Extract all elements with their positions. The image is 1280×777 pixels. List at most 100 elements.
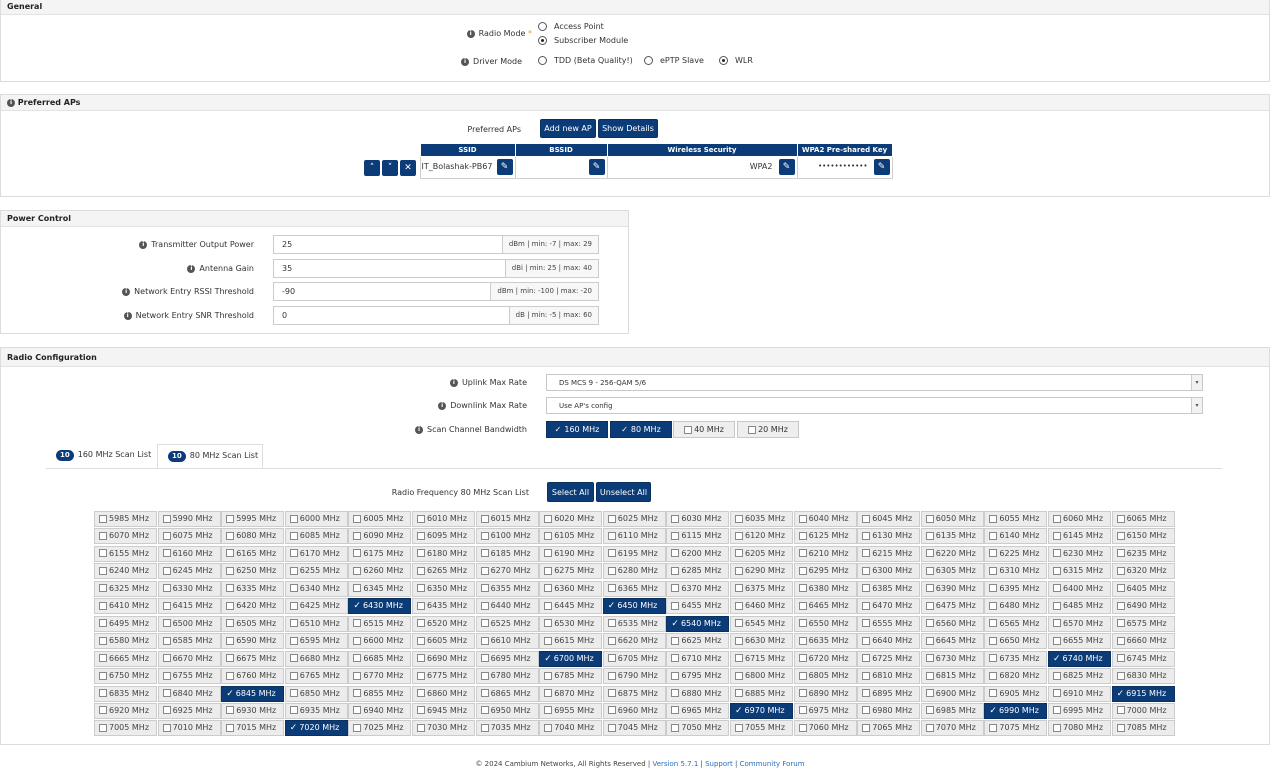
freq-6130[interactable]: 6130 MHz bbox=[857, 528, 921, 545]
freq-6600[interactable]: 6600 MHz bbox=[348, 633, 412, 650]
freq-6345[interactable]: 6345 MHz bbox=[348, 580, 412, 597]
freq-6215[interactable]: 6215 MHz bbox=[857, 545, 921, 562]
freq-6055[interactable]: 6055 MHz bbox=[984, 511, 1048, 527]
freq-7005[interactable]: 7005 MHz bbox=[94, 720, 157, 737]
pencil-icon[interactable]: ✎ bbox=[778, 159, 795, 175]
freq-6395[interactable]: 6395 MHz bbox=[984, 580, 1048, 597]
freq-7040[interactable]: 7040 MHz bbox=[539, 720, 603, 737]
freq-7010[interactable]: 7010 MHz bbox=[157, 720, 221, 737]
close-icon[interactable]: ✕ bbox=[400, 159, 416, 176]
freq-6725[interactable]: 6725 MHz bbox=[857, 650, 921, 667]
bandwidth-80-mhz[interactable]: ✓ 80 MHz bbox=[610, 421, 672, 438]
freq-6250[interactable]: 6250 MHz bbox=[221, 563, 285, 580]
freq-6860[interactable]: 6860 MHz bbox=[412, 685, 475, 702]
tab-80-scan-list[interactable]: 10 80 MHz Scan List bbox=[157, 444, 263, 468]
freq-6010[interactable]: 6010 MHz bbox=[412, 511, 475, 527]
freq-6560[interactable]: 6560 MHz bbox=[920, 615, 984, 632]
freq-6540[interactable]: ✓ 6540 MHz bbox=[666, 615, 730, 632]
freq-6745[interactable]: 6745 MHz bbox=[1111, 650, 1175, 667]
freq-6875[interactable]: 6875 MHz bbox=[602, 685, 666, 702]
freq-6610[interactable]: 6610 MHz bbox=[475, 633, 539, 650]
freq-6515[interactable]: 6515 MHz bbox=[348, 615, 412, 632]
freq-6495[interactable]: 6495 MHz bbox=[94, 615, 157, 632]
freq-6275[interactable]: 6275 MHz bbox=[539, 563, 603, 580]
freq-6805[interactable]: 6805 MHz bbox=[793, 668, 857, 685]
freq-6945[interactable]: 6945 MHz bbox=[412, 702, 475, 719]
freq-6780[interactable]: 6780 MHz bbox=[475, 668, 539, 685]
freq-5995[interactable]: 5995 MHz bbox=[221, 511, 285, 527]
freq-7050[interactable]: 7050 MHz bbox=[666, 720, 730, 737]
support-link[interactable]: Support bbox=[705, 760, 733, 768]
freq-6680[interactable]: 6680 MHz bbox=[284, 650, 348, 667]
freq-6095[interactable]: 6095 MHz bbox=[412, 528, 475, 545]
freq-5990[interactable]: 5990 MHz bbox=[157, 511, 221, 527]
freq-6480[interactable]: 6480 MHz bbox=[984, 598, 1048, 615]
pencil-icon[interactable]: ✎ bbox=[496, 159, 513, 175]
freq-6575[interactable]: 6575 MHz bbox=[1111, 615, 1175, 632]
freq-6690[interactable]: 6690 MHz bbox=[412, 650, 475, 667]
freq-6175[interactable]: 6175 MHz bbox=[348, 545, 412, 562]
freq-6120[interactable]: 6120 MHz bbox=[730, 528, 793, 545]
freq-6590[interactable]: 6590 MHz bbox=[221, 633, 285, 650]
freq-7080[interactable]: 7080 MHz bbox=[1048, 720, 1111, 737]
freq-6320[interactable]: 6320 MHz bbox=[1111, 563, 1175, 580]
freq-6365[interactable]: 6365 MHz bbox=[602, 580, 666, 597]
freq-6950[interactable]: 6950 MHz bbox=[475, 702, 539, 719]
freq-6440[interactable]: 6440 MHz bbox=[475, 598, 539, 615]
freq-6890[interactable]: 6890 MHz bbox=[793, 685, 857, 702]
freq-6190[interactable]: 6190 MHz bbox=[539, 545, 603, 562]
chevron-down-icon[interactable]: ˅ bbox=[382, 159, 398, 176]
freq-7085[interactable]: 7085 MHz bbox=[1111, 720, 1175, 737]
freq-6380[interactable]: 6380 MHz bbox=[793, 580, 857, 597]
freq-6705[interactable]: 6705 MHz bbox=[602, 650, 666, 667]
freq-6800[interactable]: 6800 MHz bbox=[730, 668, 793, 685]
freq-6305[interactable]: 6305 MHz bbox=[920, 563, 984, 580]
freq-6350[interactable]: 6350 MHz bbox=[412, 580, 475, 597]
radio-circle[interactable] bbox=[538, 56, 547, 65]
freq-6195[interactable]: 6195 MHz bbox=[602, 545, 666, 562]
uplink-select[interactable]: DS MCS 9 - 256-QAM 5/6 ▾ bbox=[546, 374, 1203, 391]
freq-6830[interactable]: 6830 MHz bbox=[1111, 668, 1175, 685]
freq-5985[interactable]: 5985 MHz bbox=[94, 511, 157, 527]
freq-6310[interactable]: 6310 MHz bbox=[984, 563, 1048, 580]
freq-6165[interactable]: 6165 MHz bbox=[221, 545, 285, 562]
freq-6530[interactable]: 6530 MHz bbox=[539, 615, 603, 632]
freq-6525[interactable]: 6525 MHz bbox=[475, 615, 539, 632]
freq-6315[interactable]: 6315 MHz bbox=[1048, 563, 1111, 580]
radio-circle[interactable] bbox=[719, 56, 728, 65]
radio-circle[interactable] bbox=[538, 22, 547, 31]
radio-circle[interactable] bbox=[538, 36, 547, 45]
freq-6620[interactable]: 6620 MHz bbox=[602, 633, 666, 650]
freq-6035[interactable]: 6035 MHz bbox=[730, 511, 793, 527]
freq-6790[interactable]: 6790 MHz bbox=[602, 668, 666, 685]
freq-6295[interactable]: 6295 MHz bbox=[793, 563, 857, 580]
freq-6455[interactable]: 6455 MHz bbox=[666, 598, 730, 615]
freq-6665[interactable]: 6665 MHz bbox=[94, 650, 157, 667]
radio-access-point[interactable]: Access Point bbox=[538, 22, 604, 31]
freq-7025[interactable]: 7025 MHz bbox=[348, 720, 412, 737]
freq-6205[interactable]: 6205 MHz bbox=[730, 545, 793, 562]
freq-6040[interactable]: 6040 MHz bbox=[793, 511, 857, 527]
freq-6375[interactable]: 6375 MHz bbox=[730, 580, 793, 597]
freq-6570[interactable]: 6570 MHz bbox=[1048, 615, 1111, 632]
freq-6045[interactable]: 6045 MHz bbox=[857, 511, 921, 527]
freq-6655[interactable]: 6655 MHz bbox=[1048, 633, 1111, 650]
freq-6865[interactable]: 6865 MHz bbox=[475, 685, 539, 702]
freq-6615[interactable]: 6615 MHz bbox=[539, 633, 603, 650]
freq-6385[interactable]: 6385 MHz bbox=[857, 580, 921, 597]
freq-7030[interactable]: 7030 MHz bbox=[412, 720, 475, 737]
freq-6965[interactable]: 6965 MHz bbox=[666, 702, 730, 719]
freq-6490[interactable]: 6490 MHz bbox=[1111, 598, 1175, 615]
freq-6060[interactable]: 6060 MHz bbox=[1048, 511, 1111, 527]
freq-6815[interactable]: 6815 MHz bbox=[920, 668, 984, 685]
freq-6210[interactable]: 6210 MHz bbox=[793, 545, 857, 562]
freq-6400[interactable]: 6400 MHz bbox=[1048, 580, 1111, 597]
freq-6685[interactable]: 6685 MHz bbox=[348, 650, 412, 667]
freq-6755[interactable]: 6755 MHz bbox=[157, 668, 221, 685]
freq-6905[interactable]: 6905 MHz bbox=[984, 685, 1048, 702]
freq-6420[interactable]: 6420 MHz bbox=[221, 598, 285, 615]
freq-6700[interactable]: ✓ 6700 MHz bbox=[539, 650, 603, 667]
freq-6070[interactable]: 6070 MHz bbox=[94, 528, 157, 545]
freq-6565[interactable]: 6565 MHz bbox=[984, 615, 1048, 632]
freq-6340[interactable]: 6340 MHz bbox=[284, 580, 348, 597]
